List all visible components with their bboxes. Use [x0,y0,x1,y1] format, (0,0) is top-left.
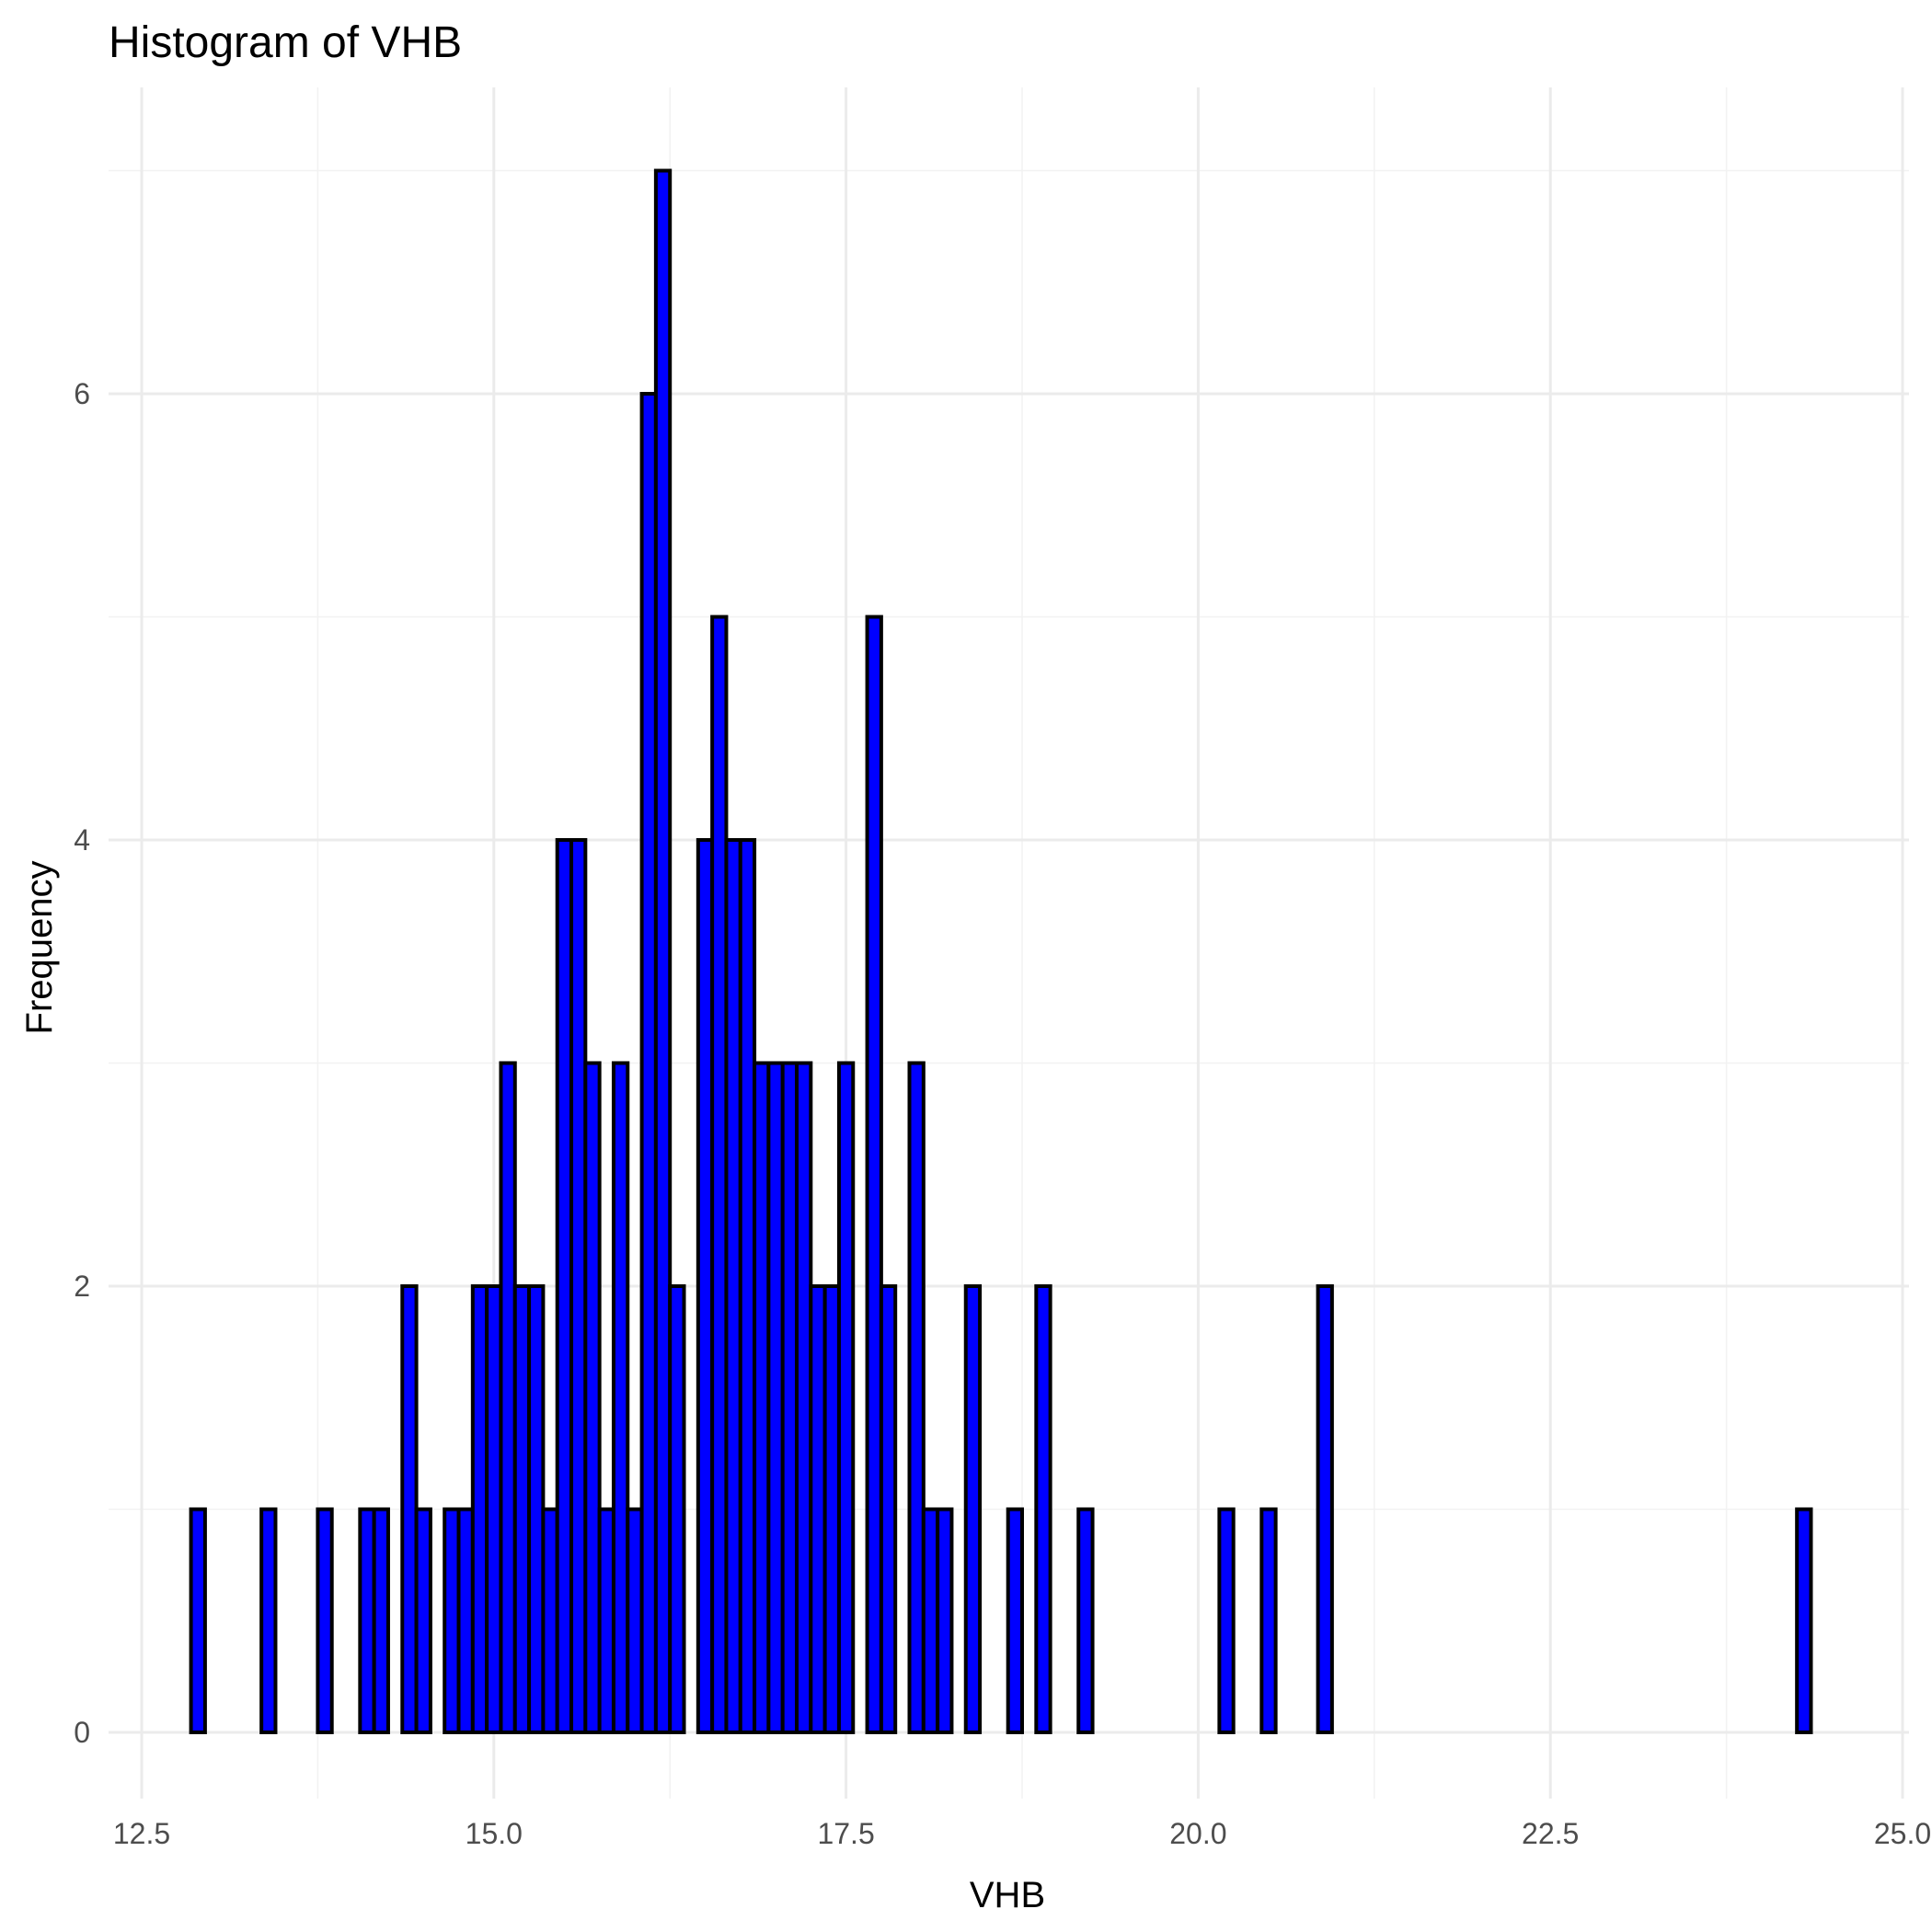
histogram-bar [569,838,588,1734]
y-tick-label: 6 [74,377,90,410]
chart-title: Histogram of VHB [109,18,462,67]
histogram-bar [512,1284,532,1734]
x-tick-label: 17.5 [817,1817,874,1850]
y-tick-label: 4 [74,823,90,857]
histogram-bar [724,838,742,1734]
histogram-bar [780,1061,799,1734]
histogram-bar [626,1507,644,1734]
histogram-bar [259,1507,278,1734]
histogram-bar [583,1061,602,1734]
histogram-bars [189,168,1813,1734]
x-tick-label: 15.0 [466,1817,523,1850]
histogram-bar [414,1507,432,1734]
histogram-bar [921,1507,940,1734]
x-tick-label: 22.5 [1522,1817,1579,1850]
histogram-bar [611,1061,630,1734]
histogram-bar [527,1284,546,1734]
histogram-bar [809,1284,827,1734]
histogram-bar [555,838,574,1734]
histogram-bar [372,1507,390,1734]
histogram-bar [879,1284,898,1734]
histogram-bar [963,1284,983,1734]
histogram-bar [696,838,715,1734]
histogram-bar [738,838,757,1734]
histogram-bar [358,1507,376,1734]
histogram-bar [1006,1507,1024,1734]
histogram-bar [400,1284,419,1734]
x-tick-label: 20.0 [1169,1817,1226,1850]
y-tick-label: 2 [74,1270,90,1303]
x-axis-ticks: 12.5 15.0 17.5 20.0 22.5 25.0 [113,1817,1931,1850]
histogram-bar [1259,1507,1278,1734]
x-axis-title: VHB [970,1875,1045,1915]
histogram-bar [1795,1507,1813,1734]
histogram-bar [597,1507,615,1734]
y-tick-label: 0 [74,1716,90,1749]
histogram-bar [1217,1507,1236,1734]
histogram-bar [485,1284,503,1734]
histogram-bar [443,1507,461,1734]
x-tick-label: 25.0 [1874,1817,1931,1850]
histogram-bar [653,168,673,1734]
histogram-bar [456,1507,475,1734]
histogram-bar [1316,1284,1334,1734]
histogram-bar [865,615,883,1734]
histogram-bar [499,1061,517,1734]
histogram-bar [795,1061,813,1734]
histogram-bar [710,615,729,1734]
x-tick-label: 12.5 [113,1817,170,1850]
histogram-bar [470,1284,489,1734]
histogram-bar [639,392,658,1734]
histogram-bar [541,1507,559,1734]
y-axis-title: Frequency [19,861,60,1035]
histogram-bar [1076,1507,1095,1734]
histogram-bar [753,1061,771,1734]
y-axis-ticks: 0 2 4 6 [74,377,90,1749]
histogram-bar [668,1284,686,1734]
histogram-bar [189,1507,207,1734]
histogram-bar [766,1061,785,1734]
histogram-bar [936,1507,954,1734]
histogram-bar [1034,1284,1052,1734]
histogram-bar [822,1284,841,1734]
histogram-bar [836,1061,856,1734]
histogram-bar [316,1507,334,1734]
histogram-bar [907,1061,926,1734]
